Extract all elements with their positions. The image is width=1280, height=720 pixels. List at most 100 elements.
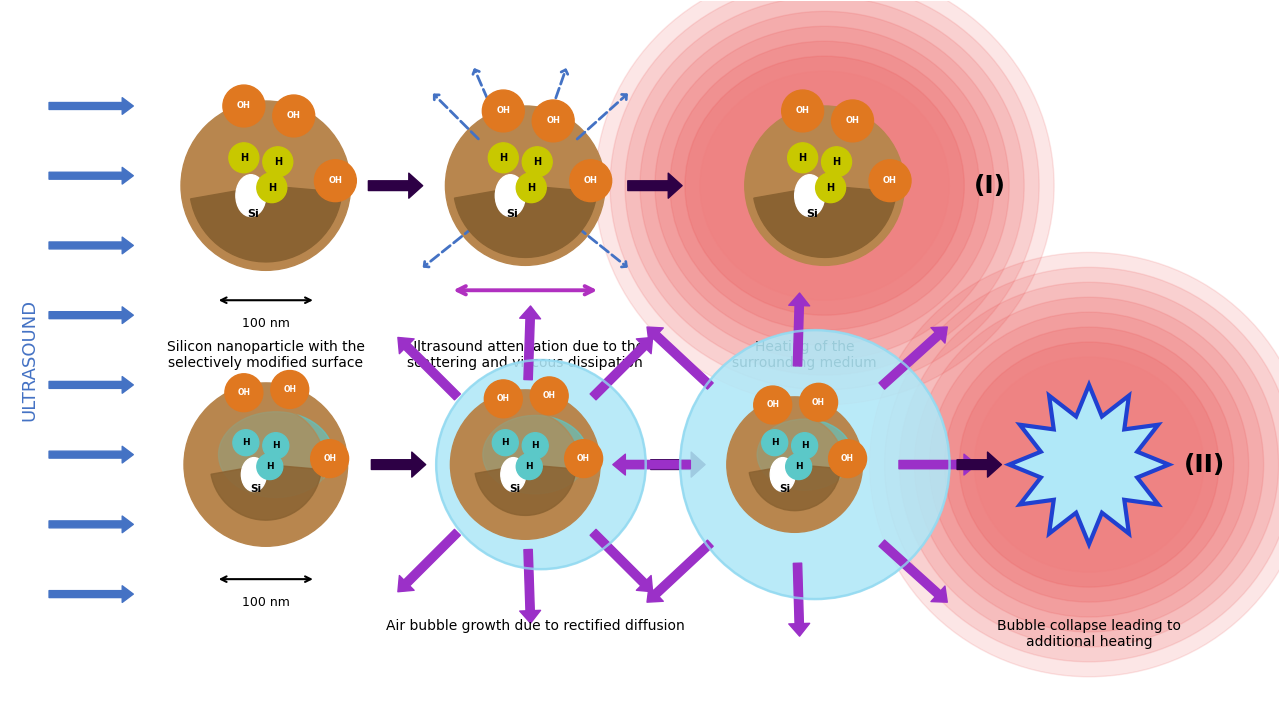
Circle shape	[484, 380, 522, 418]
Ellipse shape	[219, 412, 333, 498]
Ellipse shape	[236, 175, 266, 217]
Ellipse shape	[495, 175, 525, 217]
Circle shape	[445, 106, 605, 266]
Circle shape	[223, 85, 265, 127]
Circle shape	[516, 173, 547, 202]
Ellipse shape	[929, 312, 1249, 617]
Circle shape	[262, 433, 289, 459]
Circle shape	[271, 371, 308, 408]
Ellipse shape	[611, 0, 1039, 390]
Text: Air bubble growth due to rectified diffusion: Air bubble growth due to rectified diffu…	[385, 619, 685, 633]
Circle shape	[311, 440, 348, 477]
Circle shape	[746, 416, 844, 513]
Text: H: H	[525, 462, 532, 471]
Text: OH: OH	[237, 388, 251, 397]
Text: H: H	[827, 183, 835, 193]
Circle shape	[828, 440, 867, 477]
Circle shape	[869, 160, 911, 202]
Text: OH: OH	[237, 102, 251, 110]
Text: OH: OH	[543, 392, 556, 400]
Ellipse shape	[795, 175, 824, 217]
Ellipse shape	[685, 56, 964, 315]
Ellipse shape	[700, 71, 950, 300]
Ellipse shape	[945, 327, 1234, 602]
Circle shape	[315, 160, 356, 202]
Wedge shape	[475, 464, 576, 516]
Circle shape	[800, 383, 837, 421]
Circle shape	[257, 173, 287, 202]
Text: OH: OH	[767, 400, 780, 410]
Circle shape	[471, 411, 579, 518]
Text: H: H	[799, 153, 806, 163]
Text: Si: Si	[780, 485, 790, 495]
Circle shape	[489, 143, 518, 173]
Ellipse shape	[914, 297, 1263, 632]
Text: OH: OH	[841, 454, 854, 463]
Wedge shape	[191, 186, 342, 262]
Circle shape	[207, 406, 325, 523]
Text: H: H	[268, 183, 276, 193]
Circle shape	[762, 430, 787, 456]
Circle shape	[530, 377, 568, 415]
Text: OH: OH	[283, 385, 296, 394]
Text: Silicon nanoparticle with the
selectively modified surface: Silicon nanoparticle with the selectivel…	[166, 340, 365, 370]
Text: (II): (II)	[1184, 453, 1225, 477]
Text: OH: OH	[846, 117, 859, 125]
Circle shape	[180, 101, 351, 270]
Circle shape	[225, 374, 262, 412]
Text: H: H	[527, 183, 535, 193]
Ellipse shape	[758, 419, 852, 490]
Ellipse shape	[640, 12, 1009, 360]
Text: H: H	[795, 462, 803, 471]
Wedge shape	[754, 186, 896, 257]
Ellipse shape	[869, 253, 1280, 677]
Text: H: H	[271, 441, 279, 450]
Circle shape	[815, 173, 846, 202]
Text: H: H	[502, 438, 509, 447]
Text: H: H	[266, 462, 274, 471]
Circle shape	[522, 147, 552, 176]
Circle shape	[262, 147, 293, 176]
Circle shape	[680, 330, 950, 599]
Circle shape	[786, 454, 812, 480]
Wedge shape	[749, 464, 841, 510]
Text: Si: Si	[805, 209, 818, 219]
Circle shape	[233, 430, 259, 456]
Ellipse shape	[900, 282, 1279, 647]
Text: OH: OH	[577, 454, 590, 463]
Text: OH: OH	[497, 107, 511, 115]
Circle shape	[564, 440, 603, 477]
Ellipse shape	[669, 41, 979, 330]
Text: OH: OH	[796, 107, 809, 115]
Circle shape	[257, 454, 283, 480]
Ellipse shape	[884, 267, 1280, 662]
Text: H: H	[274, 157, 282, 167]
Text: OH: OH	[497, 395, 509, 403]
Circle shape	[727, 397, 863, 532]
Ellipse shape	[625, 0, 1024, 375]
Text: 100 nm: 100 nm	[242, 318, 289, 330]
Text: H: H	[499, 153, 507, 163]
Text: Ultrasound attenuation due to the
scattering and viscous dissipation: Ultrasound attenuation due to the scatte…	[407, 340, 644, 370]
Circle shape	[229, 143, 259, 173]
Text: Si: Si	[509, 485, 521, 495]
Text: OH: OH	[547, 117, 561, 125]
Text: OH: OH	[287, 112, 301, 120]
Text: Heating of the
surrounding medium: Heating of the surrounding medium	[732, 340, 877, 370]
Ellipse shape	[655, 27, 995, 345]
Circle shape	[451, 390, 600, 539]
Text: OH: OH	[883, 176, 897, 185]
Text: 100 nm: 100 nm	[242, 596, 289, 609]
Circle shape	[754, 386, 791, 424]
Ellipse shape	[483, 415, 588, 494]
Circle shape	[532, 100, 575, 142]
Circle shape	[791, 433, 818, 459]
Ellipse shape	[242, 458, 266, 492]
Text: H: H	[771, 438, 778, 447]
Circle shape	[211, 400, 340, 529]
Ellipse shape	[595, 0, 1055, 405]
Circle shape	[436, 360, 645, 570]
Text: H: H	[534, 157, 541, 167]
Text: H: H	[832, 157, 841, 167]
Ellipse shape	[771, 458, 795, 492]
